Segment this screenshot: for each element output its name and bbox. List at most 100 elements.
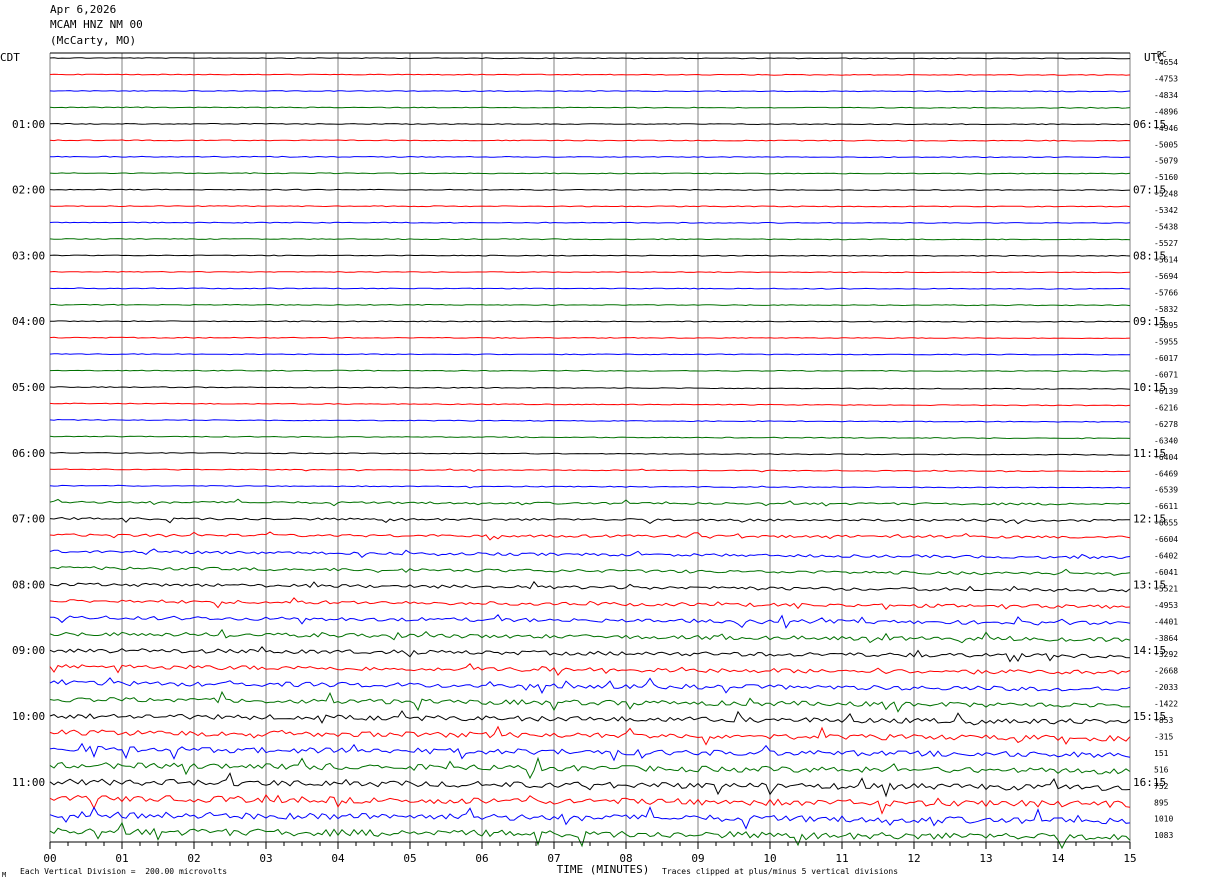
dc-offset-label: -4753 — [1154, 74, 1178, 83]
right-hour-label: 06:15 — [1133, 118, 1166, 131]
seismic-trace — [49, 484, 1131, 489]
x-tick-label: 09 — [691, 852, 704, 865]
dc-offset-label: -4401 — [1154, 617, 1178, 626]
right-hour-label: 14:15 — [1133, 644, 1166, 657]
seismic-trace — [49, 468, 1131, 473]
dc-offset-label: -6611 — [1154, 502, 1178, 511]
x-tick-label: 12 — [907, 852, 920, 865]
x-tick-label: 03 — [259, 852, 272, 865]
header-date: Apr 6,2026 — [50, 3, 117, 16]
dc-offset-label: -6469 — [1154, 469, 1178, 478]
seismic-trace — [49, 451, 1131, 456]
seismic-trace — [49, 646, 1131, 663]
dc-offset-label: -315 — [1154, 732, 1173, 741]
x-tick-label: 13 — [979, 852, 992, 865]
dc-offset-label: 1083 — [1154, 831, 1173, 840]
dc-offset-label: -6604 — [1154, 535, 1178, 544]
seismic-trace — [49, 725, 1131, 746]
seismic-trace — [49, 57, 1131, 60]
dc-offset-label: -5438 — [1154, 223, 1178, 232]
seismic-trace — [49, 254, 1131, 257]
seismic-trace — [49, 566, 1131, 576]
x-tick-label: 14 — [1051, 852, 1065, 865]
right-hour-label: 16:15 — [1133, 776, 1166, 789]
seismic-trace — [49, 628, 1131, 644]
seismic-trace — [49, 531, 1131, 541]
seismic-trace — [49, 336, 1131, 340]
left-hour-label: 07:00 — [12, 513, 45, 526]
dc-offset-label: -5521 — [1154, 584, 1178, 593]
seismic-trace — [49, 402, 1131, 407]
dc-offset-label: -4834 — [1154, 91, 1178, 100]
footer-logo-mark: M — [2, 871, 7, 879]
seismic-trace — [49, 677, 1131, 695]
left-timezone: CDT — [0, 51, 20, 64]
seismic-trace — [49, 303, 1131, 307]
right-hour-label: 13:15 — [1133, 578, 1166, 591]
dc-offset-label: -5694 — [1154, 272, 1178, 281]
seismic-trace — [49, 418, 1131, 423]
seismic-trace — [49, 690, 1131, 713]
dc-offset-label: -4896 — [1154, 107, 1178, 116]
seismic-trace — [49, 106, 1131, 109]
dc-offset-label: 151 — [1154, 749, 1169, 758]
seismic-trace — [49, 772, 1131, 798]
dc-offset-label: -6017 — [1154, 354, 1178, 363]
x-axis-label: TIME (MINUTES) — [557, 863, 650, 876]
right-hour-label: 09:15 — [1133, 315, 1166, 328]
seismic-trace — [49, 139, 1131, 142]
seismic-trace — [49, 320, 1131, 323]
x-tick-label: 15 — [1123, 852, 1136, 865]
right-timezone: UTC — [1144, 51, 1164, 64]
seismic-trace — [49, 742, 1131, 762]
seismic-trace — [49, 580, 1131, 593]
seismic-trace — [49, 90, 1131, 93]
x-tick-label: 06 — [475, 852, 488, 865]
seismic-trace — [49, 205, 1131, 208]
seismic-trace — [49, 806, 1131, 830]
dc-offset-label: -6655 — [1154, 519, 1178, 528]
x-tick-label: 02 — [187, 852, 200, 865]
dc-offset-label: -5614 — [1154, 255, 1178, 264]
dc-offset-label: -6278 — [1154, 420, 1178, 429]
dc-offset-label: -5248 — [1154, 190, 1178, 199]
seismic-trace — [49, 793, 1131, 815]
seismic-trace — [49, 821, 1131, 850]
dc-offset-label: 752 — [1154, 782, 1169, 791]
right-hour-label: 07:15 — [1133, 184, 1166, 197]
x-tick-label: 07 — [547, 852, 560, 865]
footer-scale-note: Each Vertical Division = 200.00 microvol… — [20, 867, 228, 876]
dc-offset-label: -4953 — [1154, 601, 1178, 610]
x-tick-label: 11 — [835, 852, 848, 865]
dc-offset-label: -6340 — [1154, 436, 1178, 445]
header-location: (McCarty, MO) — [50, 34, 137, 47]
dc-header-label: DC — [1157, 50, 1167, 59]
x-tick-label: 05 — [403, 852, 416, 865]
x-tick-label: 10 — [763, 852, 776, 865]
seismic-trace — [49, 663, 1131, 676]
dc-offset-label: -6071 — [1154, 371, 1178, 380]
dc-offset-label: -6539 — [1154, 486, 1178, 495]
seismic-trace — [49, 498, 1131, 507]
left-hour-label: 06:00 — [12, 447, 45, 460]
x-tick-label: 01 — [115, 852, 128, 865]
seismic-trace — [49, 73, 1131, 76]
x-tick-label: 04 — [331, 852, 345, 865]
left-hour-label: 04:00 — [12, 315, 45, 328]
seismic-trace — [49, 710, 1131, 726]
left-hour-label: 05:00 — [12, 381, 45, 394]
dc-offset-label: -3864 — [1154, 634, 1178, 643]
dc-offset-label: -2033 — [1154, 683, 1178, 692]
dc-offset-label: -5955 — [1154, 338, 1178, 347]
seismic-trace — [49, 353, 1131, 356]
seismic-trace — [49, 270, 1131, 274]
seismic-trace — [49, 172, 1131, 175]
dc-offset-label: 1010 — [1154, 815, 1173, 824]
dc-offset-label: -5832 — [1154, 305, 1178, 314]
dc-offset-label: -6139 — [1154, 387, 1178, 396]
seismic-trace — [49, 516, 1131, 525]
seismic-trace — [49, 287, 1130, 290]
right-hour-label: 11:15 — [1133, 447, 1166, 460]
dc-offset-label: -3292 — [1154, 650, 1178, 659]
dc-offset-label: -2668 — [1154, 667, 1178, 676]
